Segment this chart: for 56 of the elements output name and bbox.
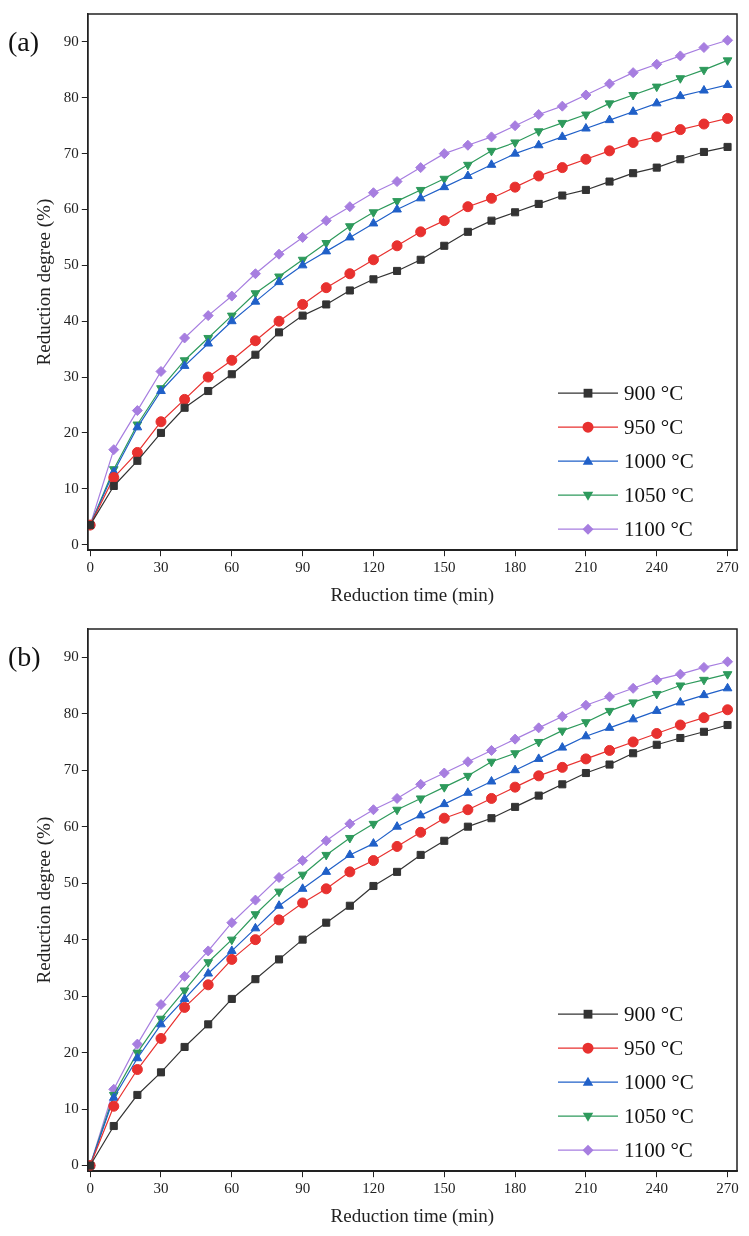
x-tick-label: 0 bbox=[86, 559, 94, 576]
y-tick-label: 30 bbox=[63, 367, 79, 384]
x-tick-label: 60 bbox=[224, 1180, 240, 1197]
x-tick-label: 240 bbox=[645, 559, 668, 576]
legend-label: 900 °C bbox=[624, 1001, 684, 1026]
legend-label: 900 °C bbox=[624, 380, 684, 405]
y-tick-label: 80 bbox=[63, 88, 79, 105]
x-tick-label: 210 bbox=[574, 559, 598, 576]
x-tick-label: 150 bbox=[433, 1180, 456, 1197]
y-tick-label: 40 bbox=[63, 312, 79, 329]
y-tick-label: 70 bbox=[63, 761, 79, 778]
x-tick-label: 120 bbox=[362, 559, 385, 576]
x-tick-label: 60 bbox=[224, 559, 240, 576]
legend-label: 1050 °C bbox=[624, 1103, 694, 1128]
x-tick-label: 90 bbox=[295, 559, 311, 576]
legend-label: 1000 °C bbox=[624, 448, 694, 473]
y-axis-title: Reduction degree (%) bbox=[33, 198, 56, 366]
legend-label: 1050 °C bbox=[624, 482, 694, 507]
x-tick-label: 0 bbox=[86, 1180, 94, 1197]
x-tick-label: 30 bbox=[153, 559, 169, 576]
legend-label: 950 °C bbox=[624, 414, 684, 439]
x-tick-label: 240 bbox=[645, 1180, 668, 1197]
x-tick-label: 30 bbox=[153, 1180, 169, 1197]
y-tick-label: 80 bbox=[63, 704, 79, 721]
y-tick-label: 50 bbox=[63, 874, 79, 891]
x-tick-label: 150 bbox=[433, 559, 456, 576]
x-axis-title: Reduction time (min) bbox=[330, 583, 495, 606]
y-tick-label: 40 bbox=[63, 930, 79, 947]
legend-label: 950 °C bbox=[624, 1035, 684, 1060]
x-tick-label: 180 bbox=[503, 1180, 527, 1197]
y-tick-label: 20 bbox=[63, 1043, 79, 1060]
x-tick-label: 180 bbox=[503, 559, 527, 576]
legend-label: 1100 °C bbox=[624, 1137, 693, 1162]
text: (b) bbox=[8, 641, 41, 673]
legend-label: 1000 °C bbox=[624, 1069, 694, 1094]
x-axis-title: Reduction time (min) bbox=[330, 1204, 495, 1227]
x-tick-label: 120 bbox=[362, 1180, 385, 1197]
y-tick-label: 0 bbox=[71, 535, 79, 552]
y-tick-label: 50 bbox=[63, 256, 79, 273]
y-tick-label: 20 bbox=[63, 423, 79, 440]
x-tick-label: 210 bbox=[574, 1180, 598, 1197]
y-tick-label: 70 bbox=[63, 144, 79, 161]
y-tick-label: 0 bbox=[71, 1156, 79, 1173]
text: (a) bbox=[8, 26, 40, 58]
y-tick-label: 90 bbox=[63, 648, 79, 665]
y-tick-label: 10 bbox=[63, 1100, 79, 1117]
legend-label: 1100 °C bbox=[624, 516, 693, 541]
x-tick-label: 270 bbox=[716, 1180, 739, 1197]
y-tick-label: 10 bbox=[63, 479, 79, 496]
y-tick-label: 60 bbox=[63, 817, 79, 834]
x-tick-label: 270 bbox=[716, 559, 739, 576]
y-tick-label: 60 bbox=[63, 200, 79, 217]
y-tick-label: 90 bbox=[63, 32, 79, 49]
y-axis-title: Reduction degree (%) bbox=[33, 816, 56, 984]
x-tick-label: 90 bbox=[295, 1180, 311, 1197]
y-tick-label: 30 bbox=[63, 987, 79, 1004]
